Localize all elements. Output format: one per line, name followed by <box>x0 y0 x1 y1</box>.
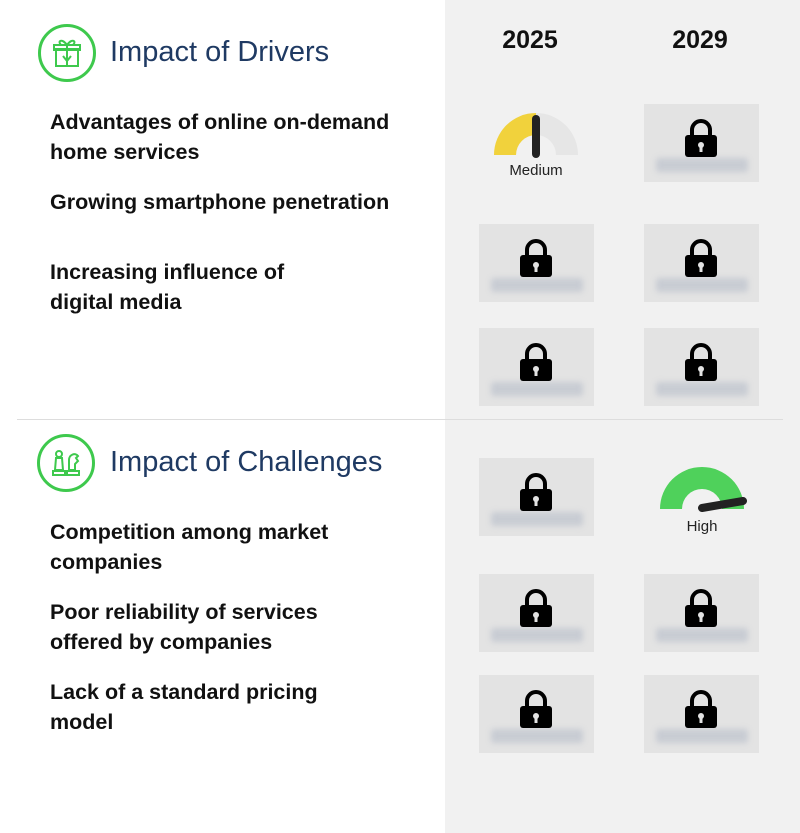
drivers-title: Impact of Drivers <box>110 36 330 68</box>
gauge-label: Medium <box>509 162 563 179</box>
lock-icon <box>685 589 717 627</box>
lock-icon <box>685 343 717 381</box>
challenge-item-line: Competition among market <box>50 520 329 544</box>
challenges-chess-pieces-icon <box>37 434 95 492</box>
locked-cell[interactable] <box>479 224 594 302</box>
driver-item: Increasing influence of digital media <box>50 257 284 317</box>
locked-cell[interactable] <box>644 224 759 302</box>
drivers-gift-box-icon <box>38 24 96 82</box>
lock-icon <box>520 239 552 277</box>
challenges-title: Impact of Challenges <box>110 446 383 478</box>
locked-cell[interactable] <box>644 328 759 406</box>
locked-cell[interactable] <box>644 574 759 652</box>
driver-item-line: digital media <box>50 290 182 314</box>
lock-icon <box>520 343 552 381</box>
lock-icon <box>520 589 552 627</box>
challenge-item: Competition among market companies <box>50 517 328 577</box>
challenge-item-line: Lack of a standard pricing <box>50 680 318 704</box>
impact-gauge-high: High <box>652 464 752 544</box>
locked-cell[interactable] <box>479 328 594 406</box>
driver-item-line: Increasing influence of <box>50 260 285 284</box>
locked-cell[interactable] <box>479 458 594 536</box>
challenge-item: Poor reliability of services offered by … <box>50 597 318 657</box>
driver-item-line: Growing smartphone penetration <box>50 190 390 214</box>
year-2025-header: 2025 <box>502 26 558 54</box>
driver-item: Growing smartphone penetration <box>50 187 389 217</box>
section-divider <box>17 419 783 420</box>
locked-cell[interactable] <box>644 675 759 753</box>
impact-gauge-medium: Medium <box>486 110 586 190</box>
lock-icon <box>685 690 717 728</box>
lock-icon <box>520 473 552 511</box>
year-2029-header: 2029 <box>672 26 728 54</box>
driver-item: Advantages of online on-demand home serv… <box>50 107 389 167</box>
locked-cell[interactable] <box>479 675 594 753</box>
locked-cell[interactable] <box>479 574 594 652</box>
challenge-item-line: model <box>50 710 114 734</box>
lock-icon <box>685 239 717 277</box>
driver-item-line: home services <box>50 140 200 164</box>
driver-item-line: Advantages of online on-demand <box>50 110 390 134</box>
gauge-label: High <box>686 518 718 535</box>
challenge-item: Lack of a standard pricing model <box>50 677 318 737</box>
lock-icon <box>685 119 717 157</box>
challenge-item-line: companies <box>50 550 163 574</box>
locked-cell[interactable] <box>644 104 759 182</box>
challenge-item-line: Poor reliability of services <box>50 600 318 624</box>
challenge-item-line: offered by companies <box>50 630 273 654</box>
lock-icon <box>520 690 552 728</box>
